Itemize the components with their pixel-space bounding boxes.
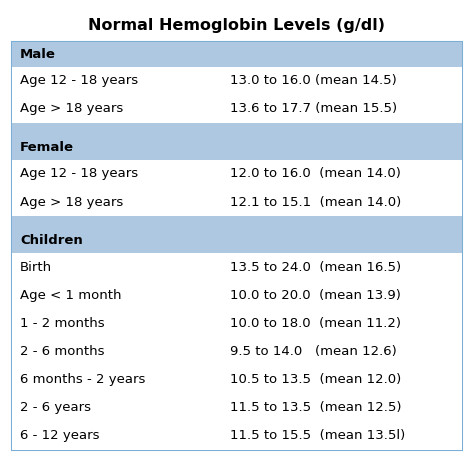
Text: Age 12 - 18 years: Age 12 - 18 years [20, 74, 138, 87]
Bar [12, 229, 462, 253]
Text: Age > 18 years: Age > 18 years [20, 102, 123, 115]
Bar [12, 338, 462, 365]
Bar [12, 216, 462, 229]
Text: Age < 1 month: Age < 1 month [20, 289, 121, 302]
Text: 13.6 to 17.7 (mean 15.5): 13.6 to 17.7 (mean 15.5) [230, 102, 397, 115]
Text: Children: Children [20, 234, 83, 247]
Bar [12, 365, 462, 394]
Text: 1 - 2 months: 1 - 2 months [20, 317, 105, 330]
Text: 6 months - 2 years: 6 months - 2 years [20, 373, 146, 386]
Bar [12, 42, 462, 66]
Text: 2 - 6 years: 2 - 6 years [20, 401, 91, 414]
Text: 12.1 to 15.1  (mean 14.0): 12.1 to 15.1 (mean 14.0) [230, 196, 401, 208]
Text: 6 - 12 years: 6 - 12 years [20, 430, 100, 442]
Bar [12, 160, 462, 188]
Bar [12, 42, 462, 450]
Text: 10.5 to 13.5  (mean 12.0): 10.5 to 13.5 (mean 12.0) [230, 373, 401, 386]
Bar [12, 422, 462, 450]
Bar [12, 95, 462, 123]
Bar [12, 188, 462, 216]
Text: 2 - 6 months: 2 - 6 months [20, 345, 104, 358]
Text: 13.0 to 16.0 (mean 14.5): 13.0 to 16.0 (mean 14.5) [230, 74, 397, 87]
Bar [12, 394, 462, 422]
Text: Age 12 - 18 years: Age 12 - 18 years [20, 167, 138, 180]
Text: 13.5 to 24.0  (mean 16.5): 13.5 to 24.0 (mean 16.5) [230, 261, 401, 273]
Bar [12, 309, 462, 338]
Bar [12, 253, 462, 281]
Text: 10.0 to 18.0  (mean 11.2): 10.0 to 18.0 (mean 11.2) [230, 317, 401, 330]
Bar [12, 123, 462, 135]
Bar [12, 66, 462, 95]
Text: Female: Female [20, 141, 74, 154]
Text: 12.0 to 16.0  (mean 14.0): 12.0 to 16.0 (mean 14.0) [230, 167, 401, 180]
Text: Male: Male [20, 48, 56, 61]
Text: Birth: Birth [20, 261, 52, 273]
Text: 11.5 to 13.5  (mean 12.5): 11.5 to 13.5 (mean 12.5) [230, 401, 401, 414]
Text: Normal Hemoglobin Levels (g/dl): Normal Hemoglobin Levels (g/dl) [89, 18, 385, 33]
Text: 9.5 to 14.0   (mean 12.6): 9.5 to 14.0 (mean 12.6) [230, 345, 397, 358]
Text: Age > 18 years: Age > 18 years [20, 196, 123, 208]
Bar [12, 281, 462, 309]
Text: 11.5 to 15.5  (mean 13.5l): 11.5 to 15.5 (mean 13.5l) [230, 430, 405, 442]
Bar [12, 135, 462, 160]
Text: 10.0 to 20.0  (mean 13.9): 10.0 to 20.0 (mean 13.9) [230, 289, 401, 302]
